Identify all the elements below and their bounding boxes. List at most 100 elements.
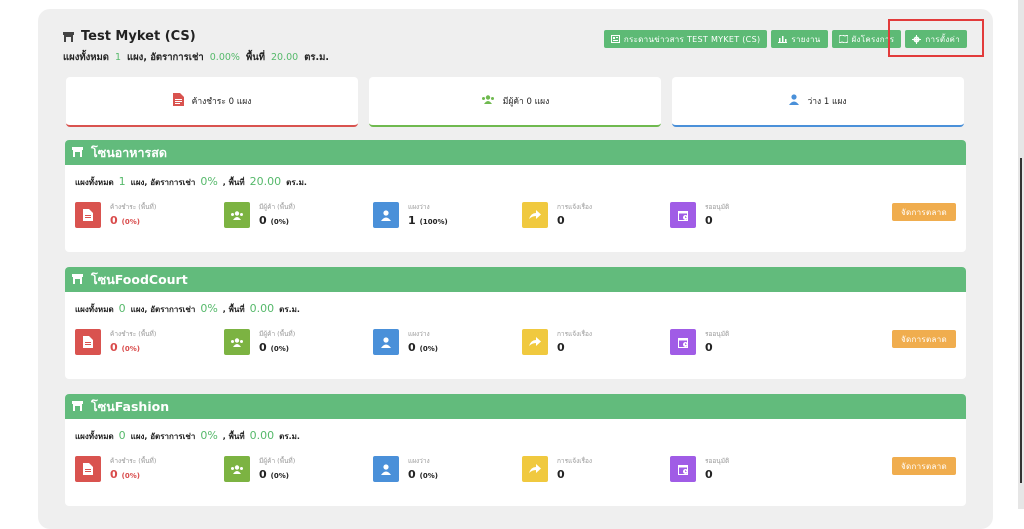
summary-cards: ค้างชำระ 0 แผง มีผู้ค้า 0 แผง ว่าง 1 แผง — [66, 77, 964, 127]
overdue-value: 0 — [110, 468, 118, 481]
report-value: 0 — [557, 341, 565, 354]
user-icon — [373, 329, 399, 355]
zone-body: แผงทั้งหมด 0 แผง, อัตราการเช่า 0% , พื้น… — [65, 419, 966, 506]
report-value: 0 — [557, 214, 565, 227]
plan-button[interactable]: ผังโครงการ — [831, 30, 902, 48]
calendar-clock-icon — [670, 329, 696, 355]
rent-rate: 0% — [200, 302, 218, 315]
people-icon — [224, 456, 250, 482]
vacant-summary-card[interactable]: ว่าง 1 แผง — [672, 77, 964, 127]
user-icon — [373, 202, 399, 228]
approval-metric[interactable]: รออนุมัติ 0 — [670, 202, 729, 228]
manage-market-button[interactable]: จัดการตลาด — [892, 203, 956, 221]
overdue-percent: (0%) — [121, 472, 140, 480]
zone-header[interactable]: โซนFashion — [65, 394, 966, 419]
store-icon — [63, 31, 74, 42]
tenant-label: มีผู้ค้า (พื้นที่) — [259, 457, 296, 465]
vacant-label: แผงว่าง — [408, 203, 430, 211]
area-unit: ตร.ม. — [279, 432, 300, 441]
vacant-metric[interactable]: แผงว่าง 0 (0%) — [373, 329, 438, 355]
overdue-percent: (0%) — [121, 218, 140, 226]
vacant-value: 0 — [408, 468, 416, 481]
report-label: การแจ้งเรื่อง — [557, 457, 593, 465]
tenant-metric[interactable]: มีผู้ค้า (พื้นที่) 0 (0%) — [224, 202, 295, 228]
stall-count: 0 — [118, 429, 126, 442]
rent-label: แผง, อัตราการเช่า — [130, 305, 196, 314]
project-stats: แผงทั้งหมด 1 แผง, อัตราการเช่า 0.00% พื้… — [63, 50, 329, 65]
zone-header[interactable]: โซนFoodCourt — [65, 267, 966, 292]
gear-icon — [912, 34, 922, 44]
area-label: , พื้นที่ — [222, 305, 245, 314]
calendar-clock-icon — [670, 202, 696, 228]
tenant-label: มีผู้ค้า (พื้นที่) — [259, 203, 296, 211]
report-value: 0 — [557, 468, 565, 481]
overdue-metric[interactable]: ค้างชำระ (พื้นที่) 0 (0%) — [75, 202, 156, 228]
share-icon — [522, 329, 548, 355]
overdue-summary-card[interactable]: ค้างชำระ 0 แผง — [66, 77, 358, 127]
zone-stats: แผงทั้งหมด 0 แผง, อัตราการเช่า 0% , พื้น… — [75, 429, 300, 443]
tenant-metric[interactable]: มีผู้ค้า (พื้นที่) 0 (0%) — [224, 456, 295, 482]
people-icon — [481, 95, 495, 107]
stall-label: แผงทั้งหมด — [75, 432, 114, 441]
zone-body: แผงทั้งหมด 0 แผง, อัตราการเช่า 0% , พื้น… — [65, 292, 966, 379]
vacant-value: 0 — [408, 341, 416, 354]
stall-count: 1 — [114, 52, 121, 63]
zone-card-2: โซนFoodCourt แผงทั้งหมด 0 แผง, อัตราการเ… — [65, 267, 966, 379]
stall-count: 1 — [118, 175, 126, 188]
rent-rate: 0% — [200, 429, 218, 442]
rent-label: แผง, อัตราการเช่า — [130, 432, 196, 441]
stall-count: 0 — [118, 302, 126, 315]
people-icon — [224, 202, 250, 228]
approval-label: รออนุมัติ — [705, 330, 730, 338]
share-icon — [522, 456, 548, 482]
report-metric[interactable]: การแจ้งเรื่อง 0 — [522, 329, 592, 355]
overdue-metric[interactable]: ค้างชำระ (พื้นที่) 0 (0%) — [75, 329, 156, 355]
zone-card-3: โซนFashion แผงทั้งหมด 0 แผง, อัตราการเช่… — [65, 394, 966, 506]
store-icon — [72, 145, 83, 160]
document-icon — [172, 93, 184, 109]
area-label: , พื้นที่ — [222, 178, 245, 187]
rent-label: แผง, อัตราการเช่า — [126, 52, 204, 63]
share-icon — [522, 202, 548, 228]
zone-name: โซนFoodCourt — [91, 271, 188, 287]
document-icon — [75, 329, 101, 355]
tenants-summary-card[interactable]: มีผู้ค้า 0 แผง — [369, 77, 661, 127]
document-icon — [75, 202, 101, 228]
manage-market-button[interactable]: จัดการตลาด — [892, 330, 956, 348]
area-value: 0.00 — [249, 429, 275, 442]
overdue-percent: (0%) — [121, 345, 140, 353]
overdue-metric[interactable]: ค้างชำระ (พื้นที่) 0 (0%) — [75, 456, 156, 482]
main-panel: Test Myket (CS) แผงทั้งหมด 1 แผง, อัตราก… — [38, 9, 993, 529]
vacant-percent: (0%) — [419, 345, 438, 353]
map-icon — [838, 35, 848, 43]
page-header: Test Myket (CS) แผงทั้งหมด 1 แผง, อัตราก… — [63, 29, 329, 65]
approval-metric[interactable]: รออนุมัติ 0 — [670, 329, 729, 355]
vacant-label: แผงว่าง — [408, 457, 430, 465]
vacant-value: 1 — [408, 214, 416, 227]
tenant-metric[interactable]: มีผู้ค้า (พื้นที่) 0 (0%) — [224, 329, 295, 355]
tenant-value: 0 — [259, 341, 267, 354]
settings-button[interactable]: การตั้งค่า — [905, 30, 967, 48]
report-metric[interactable]: การแจ้งเรื่อง 0 — [522, 202, 592, 228]
vacant-metric[interactable]: แผงว่าง 0 (0%) — [373, 456, 438, 482]
bar-chart-icon — [778, 35, 788, 43]
manage-market-button[interactable]: จัดการตลาด — [892, 457, 956, 475]
report-label: การแจ้งเรื่อง — [557, 203, 593, 211]
scrollbar[interactable] — [1020, 158, 1022, 483]
bulletin-button[interactable]: กระดานข่าวสาร TEST MYKET (CS) — [603, 30, 768, 48]
toolbar: กระดานข่าวสาร TEST MYKET (CS) รายงาน ผัง… — [603, 30, 967, 48]
page-title: Test Myket (CS) — [81, 29, 196, 44]
vacant-metric[interactable]: แผงว่าง 1 (100%) — [373, 202, 448, 228]
zone-name: โซนFashion — [91, 398, 170, 414]
area-label: พื้นที่ — [245, 52, 265, 63]
approval-metric[interactable]: รออนุมัติ 0 — [670, 456, 729, 482]
report-metric[interactable]: การแจ้งเรื่อง 0 — [522, 456, 592, 482]
zone-header[interactable]: โซนอาหารสด — [65, 140, 966, 165]
tenant-label: มีผู้ค้า (พื้นที่) — [259, 330, 296, 338]
zone-name: โซนอาหารสด — [91, 144, 167, 160]
overdue-value: 0 — [110, 214, 118, 227]
report-button[interactable]: รายงาน — [771, 30, 828, 48]
zone-card-1: โซนอาหารสด แผงทั้งหมด 1 แผง, อัตราการเช่… — [65, 140, 966, 252]
rent-rate: 0% — [200, 175, 218, 188]
approval-value: 0 — [705, 468, 713, 481]
